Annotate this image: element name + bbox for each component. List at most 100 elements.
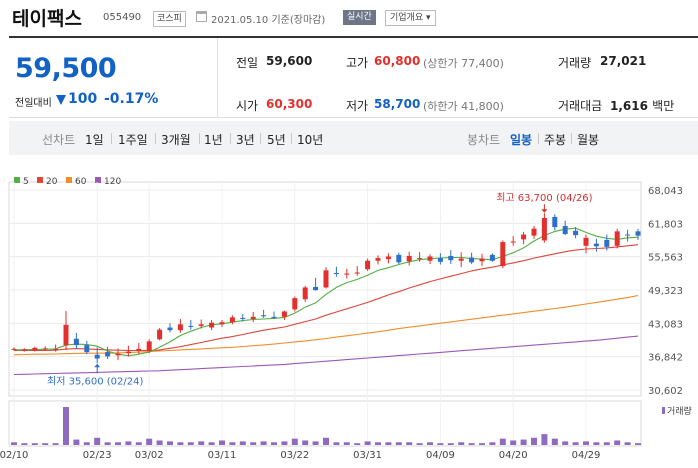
chart-legend: 5 20 60 120 — [14, 177, 121, 187]
candle-body — [396, 254, 402, 263]
period-3m[interactable]: 3개월 — [161, 133, 191, 147]
volume-bar — [437, 443, 444, 445]
legend-label: 120 — [104, 177, 121, 187]
volume-bar — [406, 442, 413, 445]
volume-bar — [447, 443, 454, 445]
divider — [230, 133, 231, 144]
volume-bar — [104, 442, 111, 445]
volume-bar — [281, 441, 288, 445]
volume-bar — [479, 443, 485, 445]
tab-monthly[interactable]: 월봉 — [577, 133, 600, 147]
open-value: 60,300 — [266, 97, 313, 111]
candle-body — [385, 256, 391, 260]
candle-body — [302, 287, 308, 300]
period-10y[interactable]: 10년 — [297, 133, 324, 147]
legend-label: 60 — [75, 177, 87, 187]
y-tick-label: 49,323 — [648, 286, 683, 297]
volume-bar — [94, 437, 101, 445]
prev-close-value: 59,600 — [266, 54, 313, 68]
volume-bar — [63, 407, 69, 445]
period-1y[interactable]: 1년 — [204, 133, 223, 147]
volume-bar — [156, 440, 163, 445]
candlestick-chart[interactable]: 5 20 60 120 68,043 61,803 55,563 49,323 43,083 3… — [0, 170, 698, 468]
high-arrow-head — [541, 209, 548, 213]
tab-daily[interactable]: 일봉 — [510, 133, 533, 147]
y-axis: 68,043 61,803 55,563 49,323 43,083 36,842 30,6… — [648, 186, 683, 397]
candle-body — [354, 272, 360, 274]
period-1d[interactable]: 1일 — [85, 133, 104, 147]
volume-label: 거래량 — [558, 56, 592, 70]
x-tick-label: 03/22 — [280, 450, 309, 461]
ma120-line — [13, 335, 639, 376]
volume-bar — [73, 439, 80, 445]
volume-bar — [520, 439, 527, 445]
x-tick-label: 03/31 — [353, 450, 382, 461]
volume-bar — [323, 437, 329, 445]
candle-body — [313, 286, 319, 291]
volume-bar — [354, 443, 361, 445]
divider — [199, 133, 200, 144]
stock-name: 테이팩스 — [12, 8, 82, 30]
candle-body — [292, 298, 298, 310]
y-tick-label: 55,563 — [648, 253, 683, 264]
period-5y[interactable]: 5년 — [267, 133, 286, 147]
legend-swatch — [95, 177, 101, 183]
candle-body — [84, 345, 90, 353]
candles — [11, 213, 641, 364]
candle-body — [500, 242, 506, 267]
candle-body — [21, 349, 27, 351]
volume-bar — [83, 442, 90, 445]
volume-bar — [375, 442, 381, 445]
volume-bar — [531, 437, 537, 445]
y-tick-label: 43,083 — [648, 319, 683, 330]
change-amount: 100 — [68, 91, 98, 107]
volume-bar — [562, 441, 569, 445]
candle-body — [53, 348, 59, 350]
volume-bars: 거래량 — [11, 405, 692, 445]
candle-body — [167, 327, 173, 331]
divider — [291, 133, 292, 144]
candle-body — [635, 231, 641, 236]
legend-swatch — [37, 177, 43, 183]
tab-weekly[interactable]: 주봉 — [544, 133, 567, 147]
stock-header: 테이팩스 055490 코스피 2021.05.10 기준(장마감) 실시간 기… — [0, 0, 698, 36]
candle-body — [177, 324, 183, 331]
candle-body — [219, 322, 225, 325]
period-3y[interactable]: 3년 — [236, 133, 255, 147]
candle-body — [157, 329, 163, 340]
realtime-button[interactable]: 실시간 — [343, 10, 376, 25]
candle-body — [479, 258, 485, 262]
upper-limit: (상한가 77,400) — [423, 57, 504, 70]
candle-body — [521, 234, 527, 240]
candle-chart-label: 봉차트 — [467, 133, 501, 147]
company-overview-button[interactable]: 기업개요 ▾ — [385, 10, 436, 26]
annotations: 최고 63,700 (04/26) 최저 35,600 (02/24) — [47, 192, 593, 387]
lower-limit: (하한가 41,800) — [423, 100, 504, 113]
candle-body — [573, 230, 579, 236]
volume-bar — [115, 442, 121, 445]
candle-body — [427, 256, 433, 261]
candle-body — [281, 311, 287, 317]
x-tick-label: 03/11 — [208, 450, 237, 461]
volume-bar — [208, 442, 215, 445]
volume-bar — [343, 442, 350, 445]
volume-bar — [624, 442, 631, 445]
divider — [155, 133, 156, 144]
period-1w[interactable]: 1주일 — [118, 133, 148, 147]
line-chart-label: 선차트 — [42, 133, 76, 147]
candle-body — [73, 338, 79, 346]
high-value: 60,800 — [374, 54, 421, 68]
candle-body — [250, 316, 256, 319]
volume-bar — [551, 438, 558, 445]
candle-body — [406, 255, 412, 262]
volume-bar — [427, 442, 433, 445]
change-label: 전일대비 — [15, 98, 52, 109]
volume-bar — [603, 442, 610, 445]
x-tick-label: 04/09 — [426, 450, 455, 461]
volume-bar — [333, 442, 340, 445]
market-badge: 코스피 — [153, 11, 186, 27]
x-tick-label: 03/02 — [135, 450, 164, 461]
volume-bar — [395, 442, 402, 445]
low-value: 58,700 — [374, 97, 421, 111]
low-annotation: 최저 35,600 (02/24) — [47, 375, 143, 387]
